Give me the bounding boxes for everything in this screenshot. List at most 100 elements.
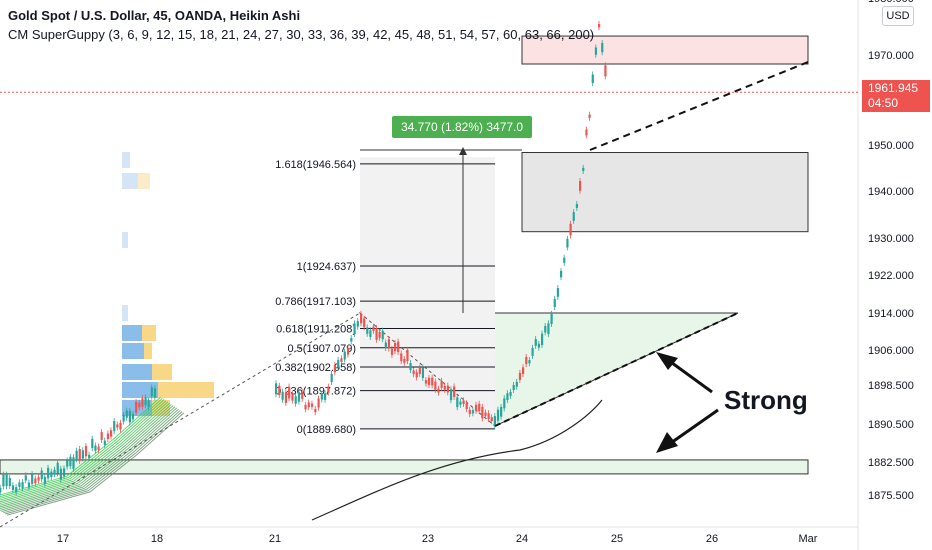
candle-body	[594, 47, 598, 55]
candle-body	[40, 470, 43, 480]
candle-body	[556, 288, 560, 297]
guppy-ema-line	[5, 411, 183, 515]
candle-body	[153, 388, 157, 398]
candle-body	[575, 204, 579, 208]
indicator-legend: CM SuperGuppy (3, 6, 9, 12, 15, 18, 21, …	[8, 27, 595, 42]
candle-body	[397, 341, 400, 353]
zone-demand	[521, 152, 809, 233]
candle-body	[537, 343, 541, 348]
volume-profile-bar	[122, 173, 138, 189]
price-axis-tick: 1906.000	[868, 345, 914, 357]
zone-support	[0, 459, 809, 475]
candle-body	[453, 386, 456, 397]
candle-body	[324, 393, 327, 400]
candle-body	[544, 326, 547, 333]
volume-profile-bar	[144, 343, 152, 359]
fib-level-label: 0.382(1902.958)	[275, 362, 356, 374]
volume-profile-bar	[158, 382, 214, 398]
candle-body	[66, 460, 69, 467]
candle-body	[97, 446, 100, 450]
volume-profile-bar	[122, 232, 128, 248]
currency-button[interactable]: USD	[882, 6, 914, 26]
price-axis-tick: 1882.500	[868, 457, 914, 469]
candle-body	[400, 353, 403, 362]
candle-body	[59, 468, 63, 480]
candle-body	[418, 367, 421, 374]
projection-dashed-line	[589, 61, 809, 151]
candle-body	[34, 478, 37, 484]
guppy-ema-line	[3, 409, 181, 514]
candle-body	[421, 367, 425, 378]
candle-body	[409, 363, 412, 371]
price-axis-tick: 1930.000	[868, 233, 914, 245]
candle-body	[563, 257, 566, 263]
candle-body	[403, 359, 406, 363]
candle-body	[53, 469, 56, 474]
candle-body	[381, 330, 384, 340]
time-axis-tick: 18	[151, 533, 163, 545]
candle-body	[412, 370, 415, 375]
candle-body	[437, 388, 440, 393]
candle-body	[390, 348, 394, 355]
time-axis-tick: 26	[706, 533, 718, 545]
volume-profile-bar	[142, 325, 156, 341]
candle-body	[100, 432, 103, 440]
candle-body	[528, 360, 531, 364]
candle-body	[275, 383, 278, 395]
candle-body	[103, 440, 106, 445]
candle-body	[553, 298, 556, 308]
candle-body	[122, 414, 125, 422]
candle-body	[356, 321, 359, 327]
candle-body	[350, 338, 353, 342]
candle-body	[601, 42, 604, 53]
candle-body	[346, 348, 350, 355]
guppy-ema-line	[0, 406, 176, 510]
candle-body	[484, 412, 487, 417]
candle-body	[515, 381, 518, 387]
candle-body	[446, 385, 449, 393]
candle-body	[27, 482, 31, 488]
time-axis-tick: 25	[611, 533, 623, 545]
guppy-ema-line	[0, 402, 170, 505]
candle-body	[72, 457, 75, 469]
volume-profile-bar	[122, 152, 130, 168]
volume-profile-bar	[122, 364, 152, 380]
candle-body	[141, 398, 144, 407]
candle-body	[518, 372, 522, 380]
candle-body	[125, 410, 128, 418]
candle-body	[415, 372, 418, 378]
candle-body	[487, 413, 490, 420]
candle-body	[18, 482, 21, 487]
candle-body	[572, 212, 575, 221]
fib-level-label: 0.786(1917.103)	[275, 296, 356, 308]
candle-body	[84, 446, 88, 457]
candle-body	[394, 343, 397, 352]
candle-body	[135, 401, 138, 413]
candle-body	[588, 114, 591, 118]
candle-body	[31, 474, 34, 484]
fib-level-label: 0.618(1911.208)	[276, 324, 356, 336]
candle-body	[297, 392, 301, 402]
candle-body	[301, 391, 304, 399]
time-axis-tick: 21	[269, 533, 281, 545]
candle-body	[304, 404, 307, 410]
candle-body	[43, 476, 47, 484]
guppy-ema-line	[0, 407, 178, 511]
candle-body	[443, 385, 446, 390]
candle-body	[337, 359, 340, 368]
candle-body	[503, 398, 506, 409]
candle-body	[21, 482, 24, 489]
support-dashed-line	[494, 312, 739, 427]
bar-countdown: 04:50	[868, 96, 899, 110]
candle-body	[569, 223, 572, 236]
fib-background	[360, 157, 495, 429]
annotation-strong: Strong	[724, 385, 808, 415]
candle-body	[566, 238, 569, 248]
candle-body	[291, 394, 294, 401]
candle-body	[310, 403, 314, 407]
candle-body	[340, 358, 343, 362]
last-price-value: 1961.945	[868, 81, 919, 95]
candle-body	[56, 462, 59, 474]
candle-body	[327, 386, 330, 393]
